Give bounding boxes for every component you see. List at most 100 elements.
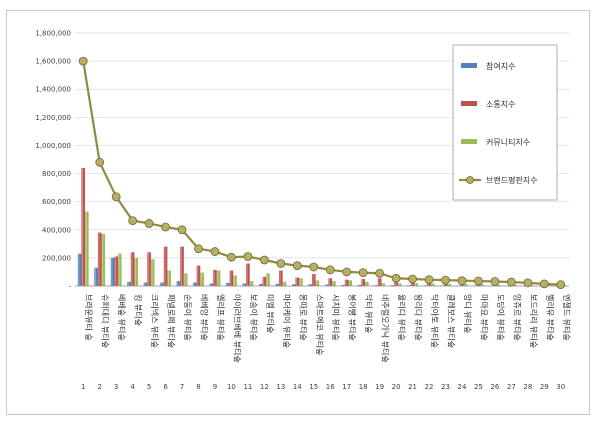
rank-label: 23 xyxy=(441,383,450,391)
bar-highlight xyxy=(246,263,248,286)
bar-2 xyxy=(443,283,448,286)
rank-label: 11 xyxy=(243,383,252,391)
legend-swatch xyxy=(461,63,477,68)
bar-highlight xyxy=(361,278,363,286)
bar-2 xyxy=(410,282,415,286)
bar-3 xyxy=(397,283,402,286)
bar-3 xyxy=(299,278,303,286)
bar-3 xyxy=(266,273,270,286)
y-tick-label: - xyxy=(68,283,71,291)
bar-3 xyxy=(496,284,501,286)
rank-label: 5 xyxy=(147,383,151,391)
category-label: 페넬로페 뷰티숲 xyxy=(167,294,177,348)
category-label: 크리넥스 뷰티숲 xyxy=(150,294,160,348)
legend-label: 브랜드평판지수 xyxy=(486,175,538,185)
line-point xyxy=(457,276,467,286)
bar-highlight xyxy=(292,284,294,286)
y-tick-label: 1,200,000 xyxy=(35,114,71,122)
category-label: 시치미 뷰티숲 xyxy=(331,294,340,341)
bar-3 xyxy=(233,275,237,286)
rank-label: 9 xyxy=(213,383,217,391)
bar-3 xyxy=(315,280,320,286)
rank-label: 29 xyxy=(540,383,549,391)
rank-label: 13 xyxy=(276,383,285,391)
category-label: 벨리유 뷰티숲 xyxy=(545,294,555,341)
bar-highlight xyxy=(398,283,400,286)
rank-label: 10 xyxy=(227,383,236,391)
bar-1 xyxy=(275,283,280,286)
bar-3 xyxy=(101,233,106,286)
legend-label: 소통지수 xyxy=(486,100,515,109)
category-label: 아이러브베베 뷰티숲 xyxy=(232,294,242,363)
bar-2 xyxy=(328,278,333,286)
line-point xyxy=(128,216,138,226)
rank-labels: 1 2 3 4 5 6 7 8 9 10 11 12 13 14 15 16 17 18 19 20 21 22 23 24 2… xyxy=(81,383,565,391)
rank-label: 7 xyxy=(180,383,184,391)
bar-highlight xyxy=(394,281,396,286)
y-tick-label: 1,600,000 xyxy=(35,58,71,66)
bar-highlight xyxy=(358,284,360,286)
line-point xyxy=(194,244,203,254)
brand-index-line xyxy=(78,56,566,289)
bar-highlight xyxy=(414,283,416,286)
chart-svg: - 200,000 400,000 600,000 800,000 1,000,000 1,… xyxy=(35,30,571,392)
bar-2 xyxy=(311,274,316,286)
bar-highlight xyxy=(78,253,80,286)
bar-highlight xyxy=(427,283,429,286)
y-axis-ticks: - 200,000 400,000 600,000 800,000 1,000,000 1,… xyxy=(35,30,71,291)
rank-label: 2 xyxy=(97,383,101,391)
bar-2 xyxy=(213,269,217,286)
bar-2 xyxy=(81,167,86,286)
bar-highlight xyxy=(283,281,285,286)
bar-1 xyxy=(374,285,378,286)
bar-highlight xyxy=(411,282,413,286)
bar-highlight xyxy=(135,257,137,286)
category-label: 보드리리 뷰티숲 xyxy=(529,294,538,348)
line-point xyxy=(424,275,434,285)
bar-1 xyxy=(242,283,247,286)
chart-frame: - 200,000 400,000 600,000 800,000 1,000,000 1,… xyxy=(6,10,590,415)
line-point xyxy=(325,265,335,275)
rank-label: 14 xyxy=(293,383,302,391)
bar-highlight xyxy=(144,282,146,286)
bar-highlight xyxy=(213,269,215,286)
legend-swatch xyxy=(461,139,477,144)
line-point xyxy=(523,278,533,288)
bar-highlight xyxy=(378,278,380,286)
bar-highlight xyxy=(102,233,104,286)
bar-3 xyxy=(117,253,122,286)
bar-2 xyxy=(361,278,365,286)
category-label: 베베숲 뷰티숲 xyxy=(117,294,126,341)
rank-label: 27 xyxy=(507,383,516,391)
bar-highlight xyxy=(332,281,334,286)
category-label: 엘리프 뷰티숲 xyxy=(216,294,226,341)
bar-2 xyxy=(344,279,349,286)
rank-label: 26 xyxy=(490,383,499,391)
bar-3 xyxy=(381,283,386,286)
rank-label: 1 xyxy=(81,383,85,391)
bar-1 xyxy=(357,284,362,286)
bar-highlight xyxy=(197,265,199,286)
category-label: 닥터아토 뷰티숲 xyxy=(430,294,440,348)
bar-highlight xyxy=(180,246,182,286)
bar-highlight xyxy=(82,167,84,286)
bar-3 xyxy=(167,270,171,286)
bar-2 xyxy=(147,252,151,286)
line-point xyxy=(144,219,154,228)
bar-2 xyxy=(97,232,102,286)
line-point xyxy=(161,222,170,232)
bar-highlight xyxy=(164,246,166,286)
bar-3 xyxy=(282,281,287,286)
legend-swatch xyxy=(461,101,477,106)
bar-highlight xyxy=(210,283,212,286)
bar-1 xyxy=(209,283,214,286)
bar-highlight xyxy=(341,284,343,286)
bar-highlight xyxy=(349,280,351,286)
bar-1 xyxy=(160,282,164,286)
legend-marker xyxy=(466,176,474,184)
rank-label: 8 xyxy=(196,383,200,391)
category-label: 클레보스 뷰티숲 xyxy=(447,294,456,348)
rank-label: 20 xyxy=(392,383,401,391)
bar-highlight xyxy=(127,281,129,286)
bar-highlight xyxy=(184,273,186,286)
